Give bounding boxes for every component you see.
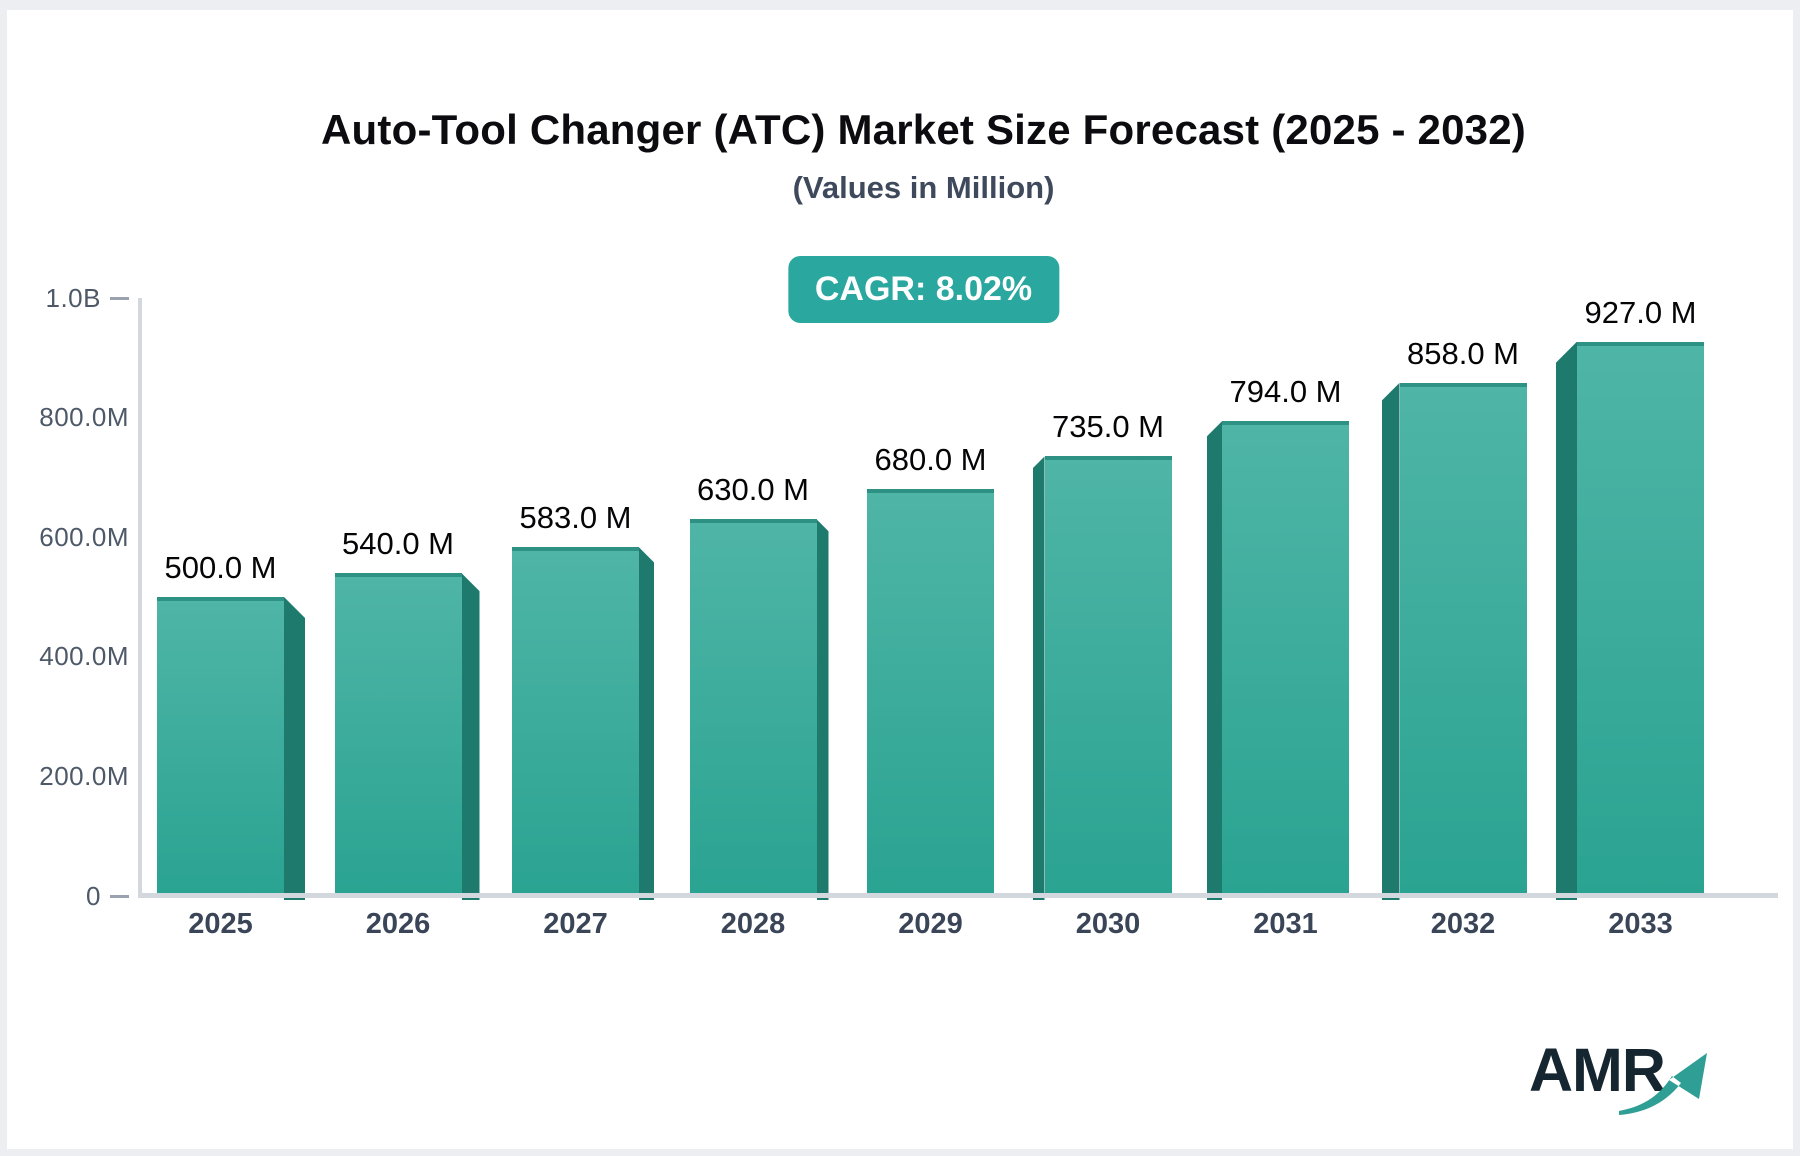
chart-subtitle: (Values in Million) <box>792 170 1055 205</box>
bar-front-face <box>1044 456 1172 896</box>
y-tick-label: 400.0M <box>39 641 129 672</box>
bar-front-face <box>1577 341 1704 896</box>
bar-value-label: 540.0 M <box>341 526 454 562</box>
amr-logo: AMR <box>1529 1035 1729 1130</box>
bar-front-face <box>1222 421 1349 896</box>
x-axis-label: 2029 <box>898 908 963 940</box>
bar-front-face <box>512 547 639 896</box>
bar-value-label: 794.0 M <box>1229 374 1342 410</box>
y-axis-tick: 200.0M <box>7 760 129 792</box>
bar-front-face <box>689 519 817 896</box>
y-axis-line <box>138 298 142 896</box>
y-axis-tick: 600.0M <box>7 521 129 553</box>
bar-side-face <box>461 573 480 900</box>
bar-front-face <box>334 573 462 896</box>
y-axis-tick: 800.0M <box>7 402 129 434</box>
bar-value-label: 927.0 M <box>1584 294 1697 330</box>
bar-value-label: 858.0 M <box>1406 335 1519 371</box>
x-axis-label: 2025 <box>188 908 253 940</box>
bar-front-face <box>867 489 994 896</box>
x-axis-label: 2031 <box>1253 908 1318 940</box>
x-axis-label: 2026 <box>365 908 431 940</box>
bar-value-label: 630.0 M <box>696 472 809 508</box>
y-tick-label: 200.0M <box>39 760 129 791</box>
y-tick-label: 800.0M <box>39 402 129 433</box>
bar-side-face <box>1381 382 1400 900</box>
chart-title: Auto-Tool Changer (ATC) Market Size Fore… <box>321 106 1526 153</box>
cagr-badge: CAGR: 8.02% <box>787 256 1060 323</box>
bar-side-face <box>1556 341 1577 900</box>
y-axis-tick: 1.0B <box>7 282 129 314</box>
y-axis-tick: 400.0M <box>7 641 129 673</box>
bar-value-label: 583.0 M <box>519 500 632 536</box>
bar-value-label: 500.0 M <box>164 550 277 585</box>
bar-front-face <box>157 597 284 896</box>
chart-card: Auto-Tool Changer (ATC) Market Size Fore… <box>7 10 1793 1149</box>
bar-side-face <box>1032 456 1045 900</box>
y-tick-label: 0 <box>86 880 101 911</box>
bar-side-face <box>284 597 305 900</box>
x-axis-label: 2027 <box>543 908 608 940</box>
y-tick-dash <box>110 894 129 898</box>
y-tick-label: 1.0B <box>45 282 101 313</box>
bar-front-face <box>1399 382 1527 896</box>
x-axis-label: 2028 <box>720 908 786 940</box>
logo-text: AMR <box>1529 1036 1666 1104</box>
growth-arrow-icon <box>1619 1053 1707 1115</box>
bar-value-label: 680.0 M <box>874 442 987 478</box>
x-axis-baseline <box>138 893 1778 898</box>
bar-side-face <box>816 519 829 900</box>
y-tick-dash <box>110 296 129 300</box>
bar-side-face <box>1207 421 1222 900</box>
bar-value-label: 735.0 M <box>1051 409 1164 445</box>
x-axis-label: 2030 <box>1075 908 1141 940</box>
x-axis-label: 2033 <box>1608 908 1673 940</box>
bar-side-face <box>639 547 654 900</box>
plot-area: 1.0B 800.0M 600.0M 400.0M 200.0M 0 500.0 M 2025… <box>7 10 1793 1149</box>
y-axis-tick: 0 <box>7 880 129 912</box>
y-tick-label: 600.0M <box>39 521 129 552</box>
x-axis-label: 2032 <box>1430 908 1496 940</box>
